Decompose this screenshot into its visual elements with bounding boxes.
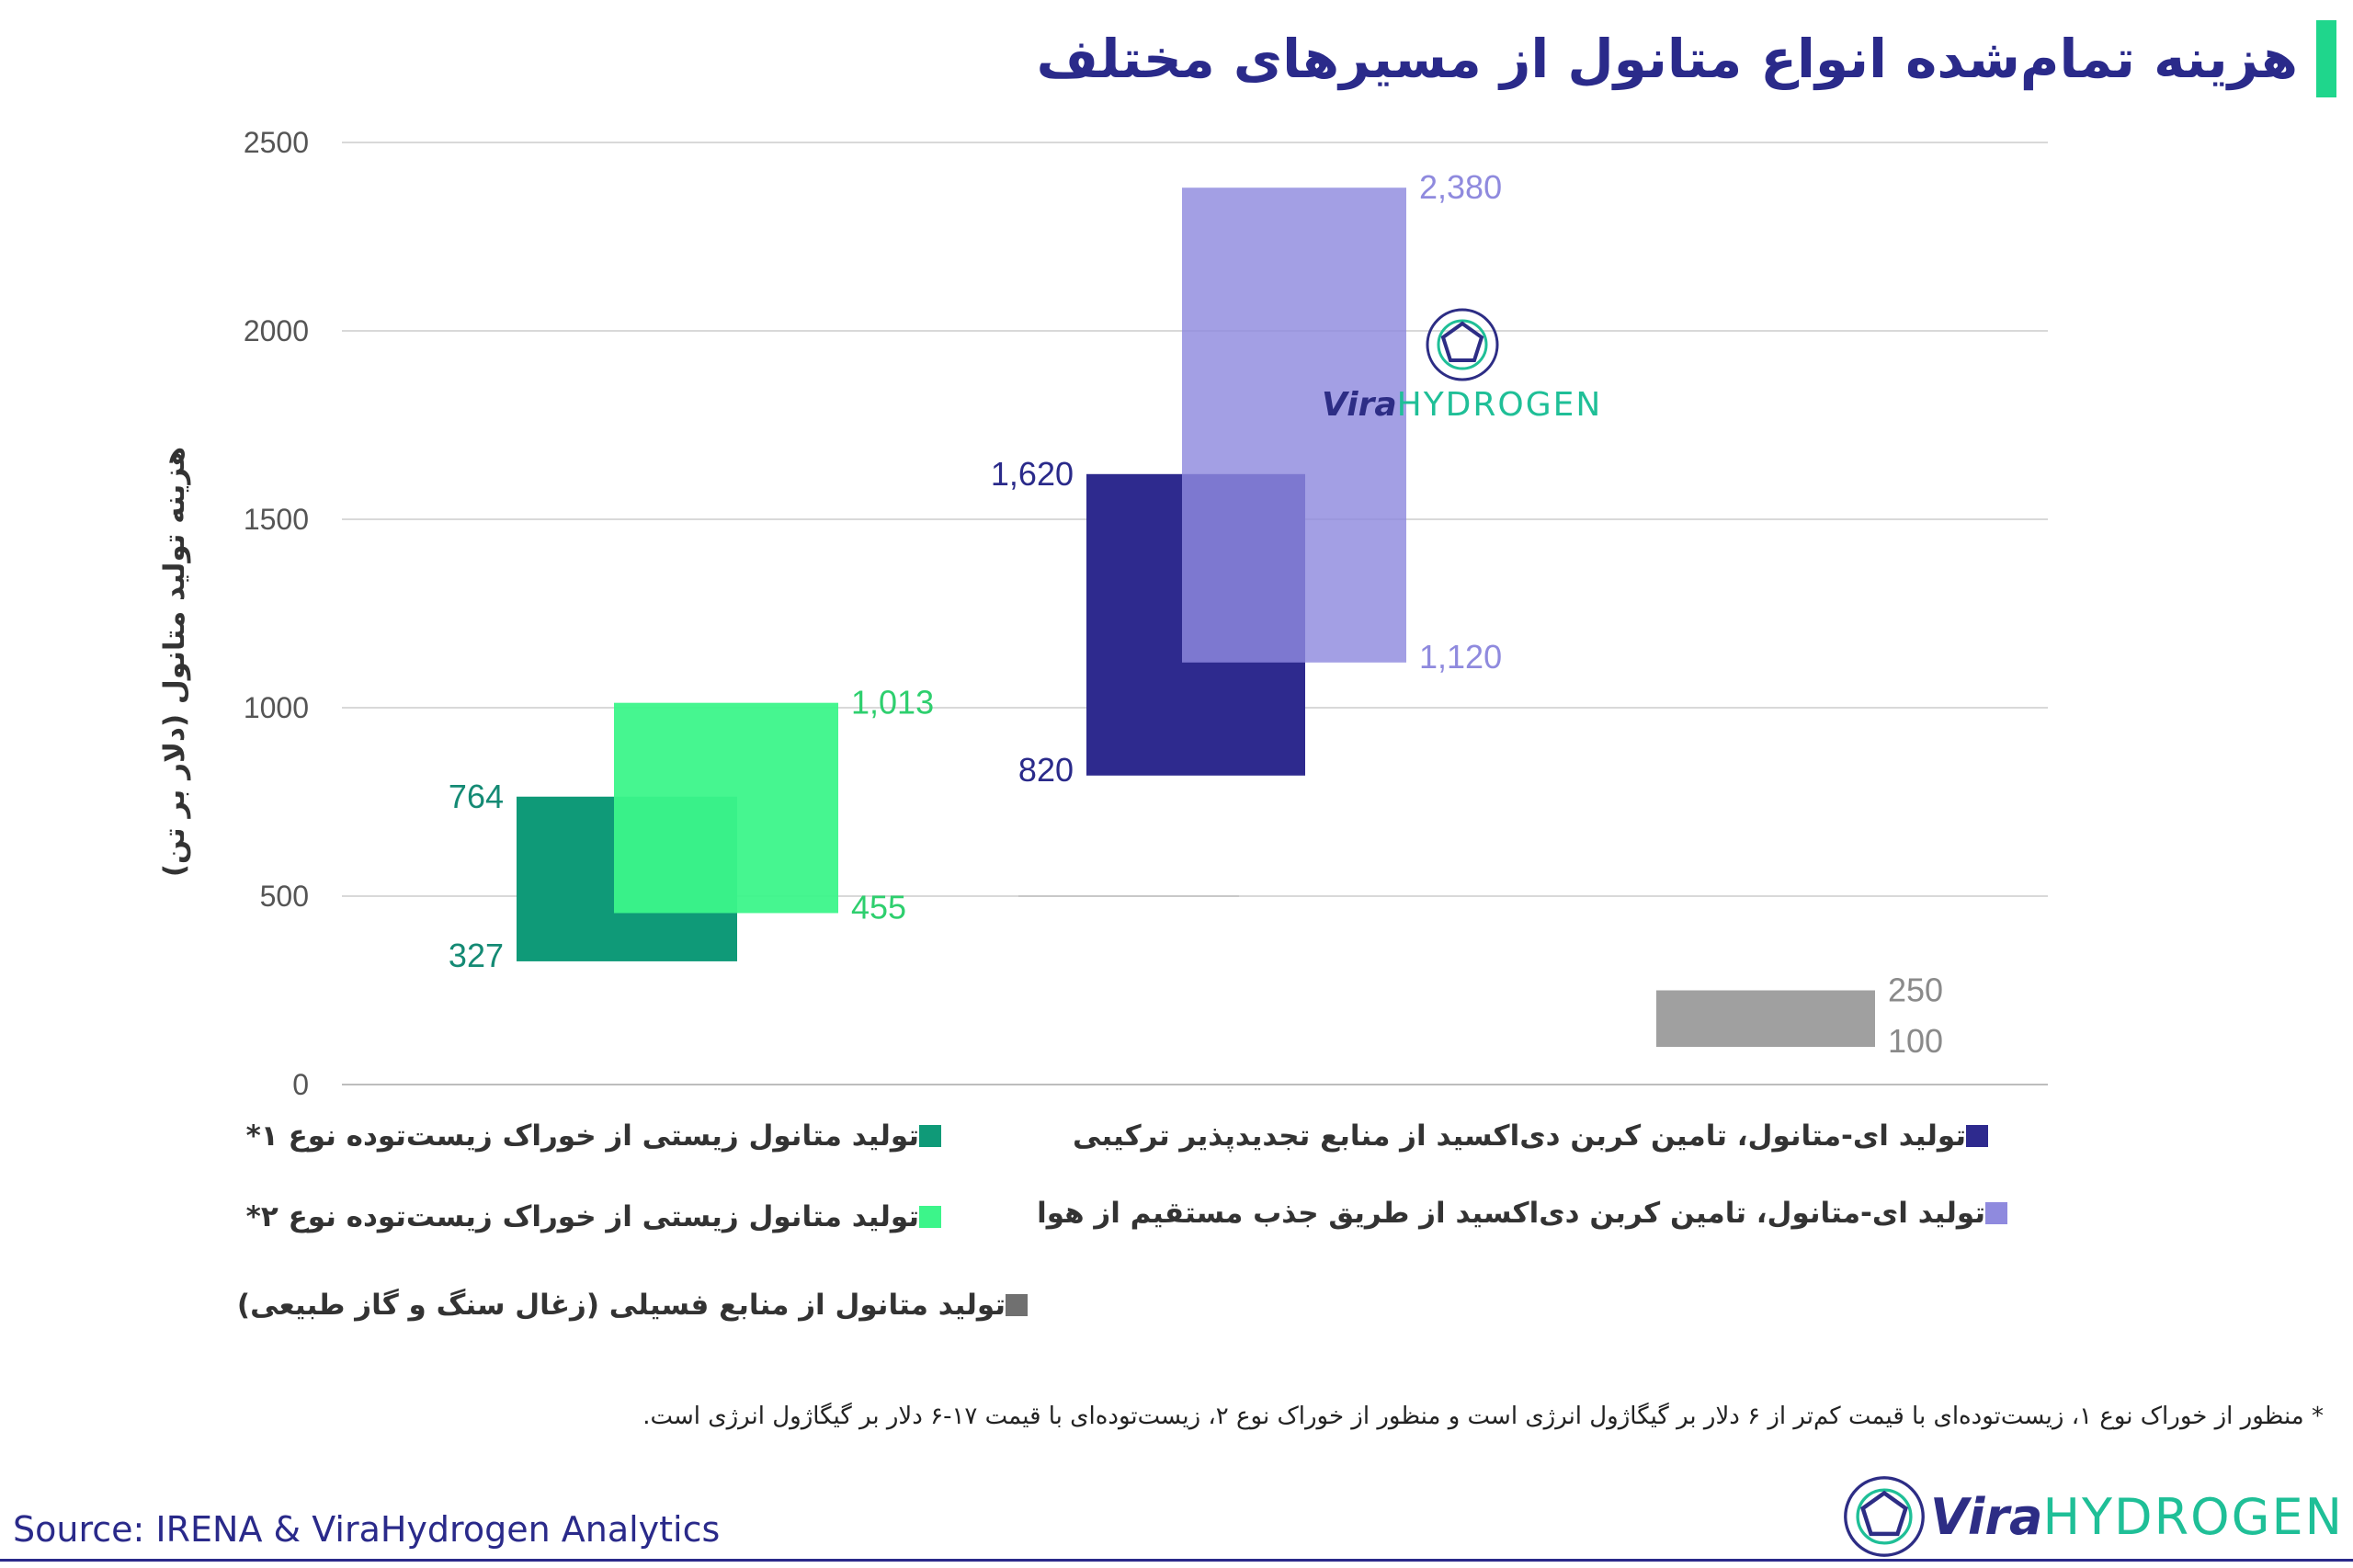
source-note: Source: IRENA & ViraHydrogen Analytics (13, 1509, 721, 1550)
legend-label: تولید متانول زیستی از خوراک زیست‌توده نو… (245, 1119, 919, 1153)
range-bar (1182, 187, 1406, 663)
watermark-vira: Vira (1322, 386, 1397, 424)
legend-swatch (919, 1125, 941, 1147)
brand-hydrogen: HYDROGEN (2042, 1487, 2344, 1546)
legend-item-fossil: تولید متانول از منابع فسیلی (زغال سنگ و … (237, 1289, 1040, 1322)
legend-label: تولید ای-متانول، تامین کربن دی‌اکسید از … (1072, 1119, 1966, 1153)
y-tick-label: 2000 (244, 314, 309, 347)
vira-pentagon-icon (1426, 308, 1499, 381)
y-tick-label: 1000 (244, 691, 309, 724)
y-tick-label: 1500 (244, 503, 309, 536)
y-tick-label: 0 (292, 1068, 309, 1101)
data-label-min: 100 (1888, 1022, 1943, 1060)
legend-swatch (919, 1206, 941, 1228)
y-axis-label: هزینه تولید متانول (دلار بر تن) (158, 446, 191, 878)
y-tick-label: 2500 (244, 126, 309, 159)
brand-logo: Vira HYDROGEN (1838, 1471, 2344, 1562)
watermark-hydrogen: HYDROGEN (1396, 386, 1603, 424)
legend-swatch (1966, 1125, 1988, 1147)
legend-label: تولید ای-متانول، تامین کربن دی‌اکسید از … (1037, 1197, 1985, 1230)
legend-item-bio-type1: تولید متانول زیستی از خوراک زیست‌توده نو… (246, 1119, 954, 1153)
legend-swatch (1006, 1294, 1028, 1316)
data-label-max: 2,380 (1419, 168, 1502, 206)
data-label-min: 820 (1018, 751, 1074, 789)
range-bar (1656, 990, 1875, 1047)
watermark-logo: Vira HYDROGEN (1322, 303, 1602, 424)
range-bar (614, 702, 838, 914)
vira-pentagon-icon (1844, 1476, 1925, 1557)
data-labels: 764 327 1,013 455 1,620 820 2,380 1,120 250 100 (449, 168, 1943, 1060)
legend-swatch (1985, 1202, 2007, 1224)
title-block: هزینه تمام‌شده انواع متانول از مسیرهای م… (1037, 20, 2336, 97)
legend-item-emethanol-renewable: تولید ای-متانول، تامین کربن دی‌اکسید از … (1073, 1119, 2001, 1153)
legend-label: تولید متانول زیستی از خوراک زیست‌توده نو… (245, 1200, 919, 1233)
data-label-max: 1,620 (991, 455, 1074, 493)
data-label-max: 764 (449, 778, 504, 815)
brand-vira: Vira (1930, 1487, 2043, 1546)
y-tick-label: 500 (260, 880, 309, 913)
chart-title: هزینه تمام‌شده انواع متانول از مسیرهای م… (1036, 28, 2298, 90)
footnote: * منظور از خوراک نوع ۱، زیست‌توده‌ای با … (642, 1403, 2324, 1430)
legend-label: تولید متانول از منابع فسیلی (زغال سنگ و … (236, 1289, 1006, 1322)
range-bars (517, 187, 1875, 1047)
data-label-max: 1,013 (851, 684, 934, 722)
title-accent-bar (2316, 20, 2336, 97)
data-label-min: 327 (449, 937, 504, 974)
legend-item-emethanol-dac: تولید ای-متانول، تامین کربن دی‌اکسید از … (1037, 1197, 2020, 1230)
legend-item-bio-type2: تولید متانول زیستی از خوراک زیست‌توده نو… (246, 1200, 954, 1233)
bottom-rule (0, 1559, 2353, 1562)
data-label-min: 455 (851, 888, 906, 926)
y-tick-labels: 0 500 1000 1500 2000 2500 (244, 126, 309, 1101)
data-label-max: 250 (1888, 971, 1943, 1009)
data-label-min: 1,120 (1419, 638, 1502, 676)
